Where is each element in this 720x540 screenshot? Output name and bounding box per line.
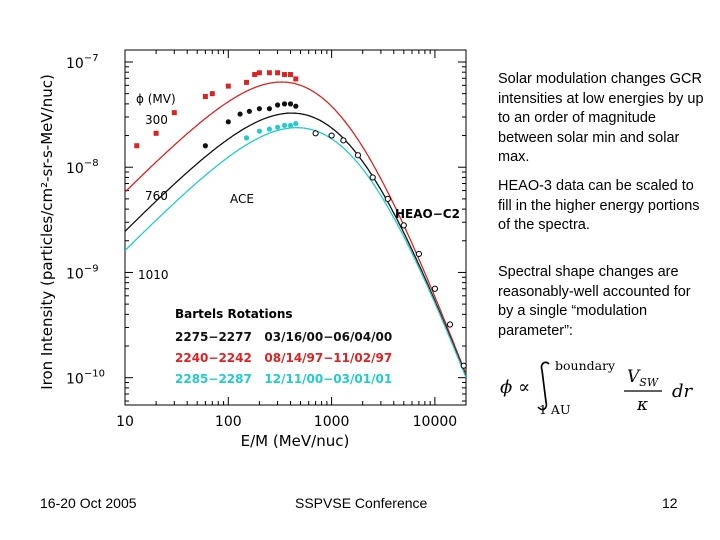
data-point-square: [243, 79, 249, 85]
data-point-circle: [287, 122, 294, 128]
data-point-circle: [293, 103, 299, 109]
data-point-circle: [225, 119, 231, 125]
x-tick-label: 10: [116, 414, 134, 430]
y-tick-label: 10−9: [66, 263, 99, 282]
heao-scaling-text: HEAO-3 data can be scaled to fill in the…: [498, 178, 700, 233]
data-point-circle: [256, 106, 262, 112]
footer-date: 16-20 Oct 2005: [40, 495, 137, 511]
data-point-circle: [281, 101, 288, 107]
data-point-square: [293, 76, 299, 82]
data-point-open: [328, 132, 335, 139]
formula-upper-limit: boundary: [555, 358, 616, 373]
formula-phi: ϕ ∝: [500, 377, 530, 398]
curve-label-1010: 1010: [138, 268, 169, 282]
iron-spectrum-chart: 10 100 1000 10000 10−7 10−8 10−9 10−10 E/M (MeV…: [38, 49, 467, 450]
footer-page-number: 12: [662, 495, 678, 511]
data-point-square: [153, 130, 159, 136]
data-point-open: [369, 174, 376, 181]
ace-label: ACE: [230, 192, 254, 206]
data-point-square: [252, 72, 258, 78]
phi-label: ϕ (MV): [136, 92, 176, 106]
data-point-circle: [287, 101, 294, 107]
x-axis-label: E/M (MeV/nuc): [241, 432, 350, 450]
x-tick-label: 1000: [314, 414, 350, 430]
data-point-open: [340, 137, 347, 144]
legend-title: Bartels Rotations: [175, 307, 293, 321]
model-curve-300: [125, 81, 466, 375]
tick-labels: 10 100 1000 10000 10−7 10−8 10−9 10−10: [66, 53, 457, 430]
formula-numerator: VSW: [627, 367, 660, 389]
modulation-formula: ϕ ∝ boundary 1 AU VSW κ dr: [500, 358, 694, 417]
data-point-open: [431, 285, 439, 292]
data-point-circle: [243, 135, 250, 141]
data-point-circle: [266, 126, 273, 132]
axes-frame: [124, 49, 467, 406]
data-point-square: [256, 70, 262, 76]
data-point-circle: [237, 111, 243, 117]
data-point-open: [400, 222, 407, 229]
plot-frame: [124, 49, 467, 406]
data-point-square: [287, 72, 293, 78]
data-point-circle: [246, 108, 252, 114]
data-point-open: [415, 250, 423, 258]
curve-label-300: 300: [145, 113, 168, 127]
data-point-circle: [256, 128, 262, 134]
spectral-shape-text: Spectral shape changes are reasonably-we…: [498, 264, 691, 339]
data-point-circle: [202, 143, 208, 149]
curve-label-760: 760: [145, 189, 168, 203]
x-tick-label: 10000: [413, 414, 458, 430]
formula-denominator: κ: [636, 395, 648, 415]
legend-row-red: 2240−2242 08/14/97−11/02/97: [175, 351, 392, 365]
data-point-open: [384, 195, 391, 202]
y-tick-label: 10−7: [66, 53, 99, 72]
data-point-square: [282, 72, 288, 78]
data-point-square: [275, 70, 281, 76]
y-axis-label: Iron Intensity (particles/cm²-sr-s-MeV/n…: [38, 74, 56, 390]
formula-lower-limit: 1 AU: [539, 402, 571, 417]
x-tick-label: 100: [215, 414, 242, 430]
data-point-open: [354, 152, 362, 159]
data-point-circle: [274, 124, 281, 130]
data-point-square: [209, 91, 215, 97]
data-point-circle: [266, 106, 273, 112]
heao-label: HEAO−C2: [395, 207, 460, 221]
data-point-open: [446, 321, 454, 328]
data-point-open: [460, 362, 467, 369]
data-point-square: [171, 110, 177, 116]
model-curve-760: [125, 112, 466, 377]
integral-sign: [537, 361, 550, 411]
legend: Bartels Rotations 2275−2277 03/16/00−06/…: [175, 307, 392, 386]
data-point-square: [134, 143, 140, 149]
data-point-square: [225, 83, 231, 89]
footer-conference: SSPVSE Conference: [295, 495, 428, 511]
model-curves: [125, 81, 466, 378]
solar-modulation-text: Solar modulation changes GCR intensities…: [498, 71, 704, 165]
model-curve-1010: [125, 127, 466, 378]
legend-row-cyan: 2285−2287 12/11/00−03/01/01: [175, 372, 392, 386]
data-point-circle: [274, 102, 281, 108]
data-point-circle: [281, 122, 288, 128]
data-point-square: [266, 70, 272, 76]
data-point-open: [312, 130, 319, 137]
data-point-square: [202, 93, 208, 99]
y-tick-label: 10−8: [66, 158, 99, 177]
data-point-circle: [293, 120, 299, 127]
formula-differential: dr: [672, 381, 694, 402]
legend-row-black: 2275−2277 03/16/00−06/04/00: [175, 330, 392, 344]
data-points: [134, 70, 467, 369]
y-tick-label: 10−10: [66, 369, 105, 388]
